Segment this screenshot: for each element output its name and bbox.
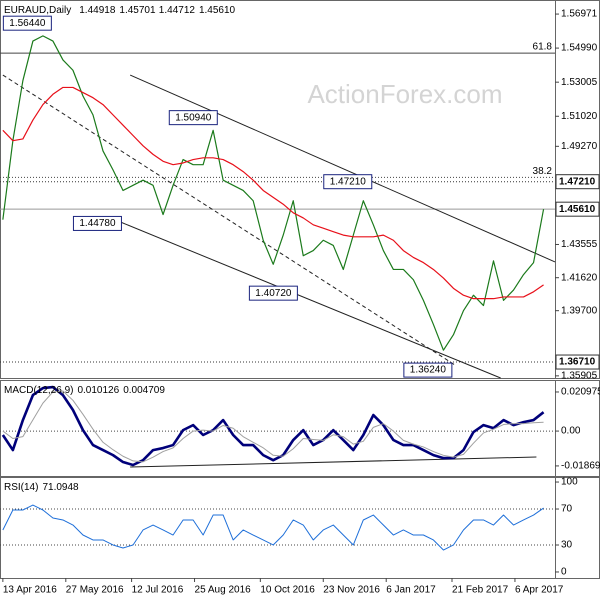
last-value: 0.010126: [77, 385, 119, 396]
panel-title: RSI(14) 71.0948: [4, 482, 79, 493]
level-label: 38.2: [533, 166, 553, 177]
y-tick-label: 70: [561, 504, 573, 515]
trend-line: [2, 74, 456, 366]
series-line: [2, 35, 545, 351]
y-tick-label: 1.39700: [561, 305, 598, 316]
annotation-label: 1.36240: [410, 365, 447, 376]
y-tick-label: 1.56971: [561, 9, 598, 20]
panel-title-text: MACD(12,26,9): [4, 385, 73, 396]
x-tick-label: 27 May 2016: [66, 585, 124, 596]
last-value: 0.004709: [123, 385, 165, 396]
watermark: ActionForex.com: [307, 79, 502, 109]
y-tick-label: 100: [561, 477, 578, 488]
panel-title-text: RSI(14): [4, 482, 38, 493]
x-tick-label: 12 Jul 2016: [132, 585, 184, 596]
annotation-box: [323, 174, 373, 190]
x-tick-label: 25 Aug 2016: [195, 585, 252, 596]
x-tick-label: 10 Oct 2016: [260, 585, 315, 596]
x-tick-label: 23 Nov 2016: [323, 585, 380, 596]
series-line: [2, 504, 544, 551]
annotation-box: [248, 285, 298, 301]
x-tick-label: 6 Jan 2017: [386, 585, 436, 596]
annotation-label: 1.56440: [9, 18, 46, 29]
price-box-label: 1.47210: [559, 176, 596, 187]
y-tick-label: 0.020975: [561, 387, 600, 398]
last-value: 71.0948: [42, 482, 79, 493]
trend-line: [130, 456, 537, 468]
price-box: [555, 354, 600, 370]
annotation-label: 1.44780: [79, 218, 116, 229]
x-tick-label: 21 Feb 2017: [452, 585, 509, 596]
y-tick-label: 1.41620: [561, 272, 598, 283]
price-box: [555, 201, 600, 217]
y-tick-label: 1.43555: [561, 239, 598, 250]
y-tick-label: 0.00: [561, 426, 581, 437]
x-tick-label: 13 Apr 2016: [3, 585, 57, 596]
y-tick-label: 1.51020: [561, 111, 598, 122]
price-box: [555, 174, 600, 190]
level-label: 61.8: [533, 42, 553, 53]
annotation-box: [403, 362, 453, 378]
ohlc-label: 1.45701: [119, 5, 156, 16]
trend-line: [119, 221, 501, 379]
y-tick-label: 1.49270: [561, 141, 598, 152]
price-box-label: 1.36710: [559, 357, 596, 368]
x-tick-label: 6 Apr 2017: [515, 585, 564, 596]
annotation-label: 1.40720: [255, 288, 292, 299]
y-tick-label: 1.35905: [561, 370, 598, 381]
annotation-box: [2, 15, 52, 31]
series-line: [2, 86, 544, 300]
series-line: [1, 385, 545, 467]
ohlc-label: 1.44712: [159, 5, 196, 16]
panel-title: MACD(12,26,9) 0.010126 0.004709: [4, 385, 165, 396]
y-tick-label: 0: [561, 567, 567, 578]
panel-title: EURAUD,Daily 1.44918 1.45701 1.44712 1.45610: [4, 5, 236, 16]
annotation-box: [72, 215, 122, 231]
annotation-box: [168, 110, 218, 126]
price-box-label: 1.45610: [559, 204, 596, 215]
series-line: [2, 390, 544, 463]
y-tick-label: 30: [561, 540, 573, 551]
panel-title-text: EURAUD,Daily: [4, 5, 71, 16]
trend-line: [129, 74, 556, 263]
ohlc-label: 1.45610: [199, 5, 236, 16]
ohlc-label: 1.44918: [79, 5, 116, 16]
y-tick-label: -0.018693: [561, 461, 600, 472]
annotation-label: 1.47210: [330, 176, 367, 187]
annotation-label: 1.50940: [175, 112, 212, 123]
y-tick-label: 1.53005: [561, 77, 598, 88]
y-tick-label: 1.54990: [561, 43, 598, 54]
